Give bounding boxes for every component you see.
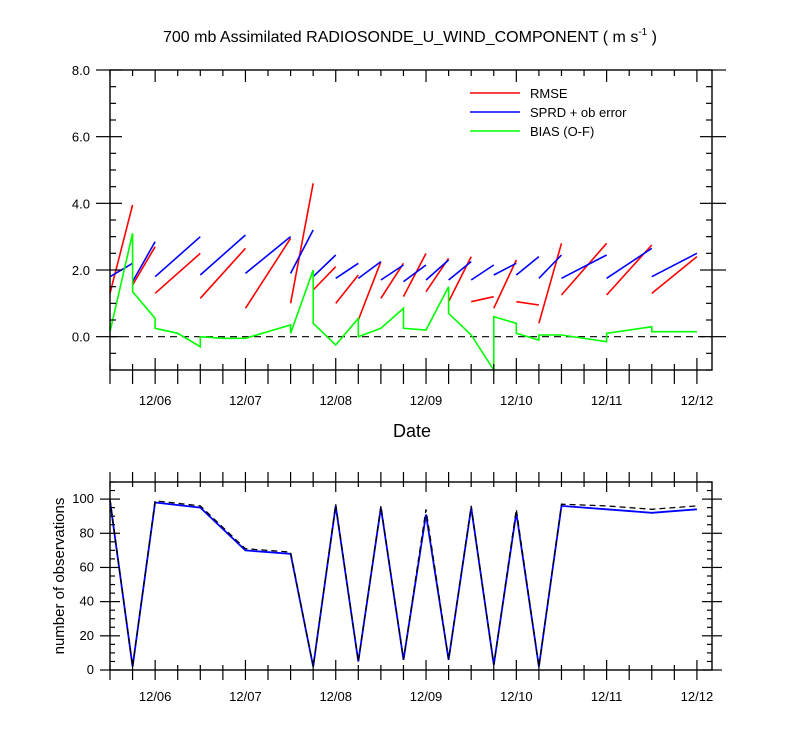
bottom-plot-marks <box>109 499 697 667</box>
legend-label-bias: BIAS (O-F) <box>530 124 594 139</box>
y-tick-label-top-4: 8.0 <box>72 63 90 78</box>
obs-series-assimilated <box>109 500 697 667</box>
obs-series-possible <box>109 499 697 667</box>
x-tick-label-top-3: 12/09 <box>410 393 443 408</box>
series-rmse-segment-2 <box>154 252 201 294</box>
series-rmse-segment-8 <box>357 261 382 321</box>
series-rmse-segment-5 <box>289 183 314 304</box>
series-sprd-ob-error-segment-7 <box>335 262 359 279</box>
series-rmse-segment-14 <box>493 259 518 309</box>
series-sprd-ob-error-segment-12 <box>448 261 472 281</box>
series-sprd-ob-error-segment-4 <box>244 236 292 274</box>
top-plot-marks <box>109 183 712 373</box>
obs-y-tick-label-0: 0 <box>87 662 94 677</box>
top-plot-tick-labels: 12/06 12/07 12/08 12/09 12/10 12/11 12/12 0.0 2.… <box>72 63 713 408</box>
obs-x-tick-label-3: 12/09 <box>410 689 443 704</box>
series-bias-o-f-line <box>109 233 697 373</box>
obs-x-tick-label-6: 12/12 <box>681 689 714 704</box>
series-rmse-segment-0 <box>109 204 134 294</box>
x-tick-label-top-0: 12/06 <box>139 393 172 408</box>
series-sprd-ob-error-segment-9 <box>380 264 404 281</box>
legend-label-rmse: RMSE <box>530 86 568 101</box>
obs-x-tick-label-0: 12/06 <box>139 689 172 704</box>
obs-y-tick-label-4: 80 <box>80 525 94 540</box>
top-plot-ticks <box>96 69 726 384</box>
series-rmse-segment-10 <box>402 252 427 298</box>
obs-y-tick-label-3: 60 <box>80 559 94 574</box>
series-rmse-segment-19 <box>651 256 698 294</box>
obs-y-tick-label-1: 20 <box>80 628 94 643</box>
series-sprd-ob-error-segment-1 <box>131 241 156 283</box>
series-sprd-ob-error-segment-17 <box>561 254 607 280</box>
series-sprd-ob-error-segment-10 <box>402 264 427 283</box>
series-sprd-ob-error-segment-18 <box>606 247 653 279</box>
obs-x-tick-label-4: 12/10 <box>500 689 533 704</box>
obs-x-tick-label-2: 12/08 <box>319 689 352 704</box>
series-rmse-segment-13 <box>471 295 494 303</box>
x-axis-title: Date <box>393 421 431 441</box>
y-tick-label-top-0: 0.0 <box>72 330 90 345</box>
x-tick-label-top-6: 12/12 <box>681 393 714 408</box>
series-sprd-ob-error-segment-11 <box>425 259 450 281</box>
obs-y-tick-label-2: 40 <box>80 594 94 609</box>
bottom-plot: 12/06 12/07 12/08 12/09 12/10 12/11 12/12 0 20 40… <box>72 472 722 704</box>
y-tick-label-top-1: 2.0 <box>72 263 90 278</box>
series-sprd-ob-error-segment-8 <box>357 261 382 279</box>
bottom-plot-tick-labels: 12/06 12/07 12/08 12/09 12/10 12/11 12/12 0 20 40… <box>72 491 713 704</box>
series-rmse-segment-7 <box>335 274 359 304</box>
legend: RMSE SPRD + ob error BIAS (O-F) <box>470 86 627 139</box>
series-rmse-segment-1 <box>131 246 156 286</box>
obs-y-tick-label-5: 100 <box>72 491 94 506</box>
x-tick-label-top-4: 12/10 <box>500 393 533 408</box>
x-tick-label-top-2: 12/08 <box>319 393 352 408</box>
series-rmse-segment-15 <box>516 300 540 306</box>
series-sprd-ob-error-segment-6 <box>312 254 337 278</box>
series-sprd-ob-error-segment-13 <box>470 264 495 281</box>
series-sprd-ob-error-segment-2 <box>154 236 201 278</box>
series-sprd-ob-error-segment-5 <box>289 229 314 274</box>
chart-title: 700 mb Assimilated RADIOSONDE_U_WIND_COM… <box>163 27 657 46</box>
obs-x-tick-label-5: 12/11 <box>591 689 623 704</box>
x-tick-label-top-5: 12/11 <box>591 393 623 408</box>
series-sprd-ob-error-segment-3 <box>199 234 246 276</box>
x-tick-label-top-1: 12/07 <box>229 393 262 408</box>
obs-x-tick-label-1: 12/07 <box>229 689 262 704</box>
chart-title-sup: -1 <box>638 27 647 38</box>
y-tick-label-top-2: 4.0 <box>72 196 90 211</box>
series-rmse-segment-16 <box>538 243 563 324</box>
top-plot: 12/06 12/07 12/08 12/09 12/10 12/11 12/12 0.0 2.… <box>72 63 726 408</box>
series-sprd-ob-error-segment-16 <box>538 254 563 279</box>
series-sprd-ob-error-segment-19 <box>651 252 698 278</box>
series-rmse-segment-17 <box>560 242 608 296</box>
chart-title-end: ) <box>647 29 657 46</box>
series-rmse-segment-6 <box>312 266 337 291</box>
chart-title-main: 700 mb Assimilated RADIOSONDE_U_WIND_COM… <box>163 29 638 46</box>
y-tick-label-top-3: 6.0 <box>72 130 90 145</box>
series-rmse-segment-4 <box>244 237 292 309</box>
series-sprd-ob-error-segment-14 <box>493 262 517 276</box>
y-axis-title-observations: number of observations <box>51 498 68 655</box>
bottom-plot-ticks <box>100 472 722 680</box>
series-sprd-ob-error-segment-15 <box>515 256 540 276</box>
legend-label-sprd: SPRD + ob error <box>530 105 627 120</box>
series-rmse-segment-3 <box>199 247 247 299</box>
series-rmse-segment-9 <box>380 262 405 299</box>
